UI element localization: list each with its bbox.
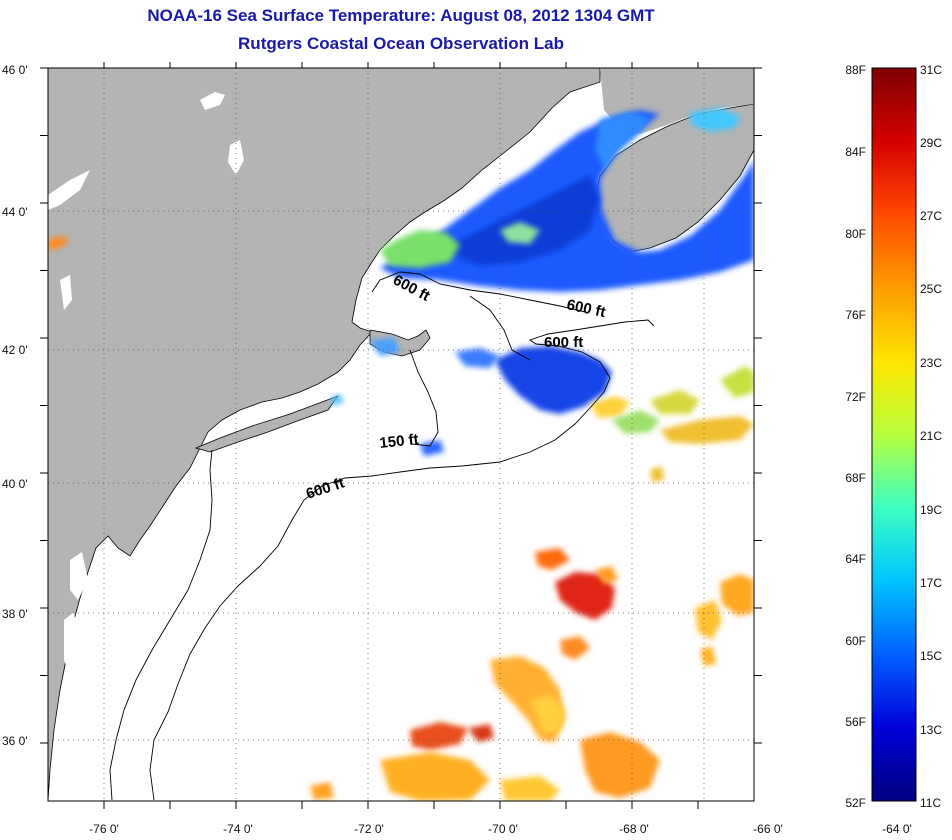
contour-label-150ft: 150 ft [379, 431, 420, 452]
axis-ticks [40, 62, 762, 809]
bathymetry-contours [109, 271, 655, 801]
lon-label: -68 0' [619, 822, 649, 836]
colorbar-f-label: 84F [845, 145, 866, 159]
map-subtitle: Rutgers Coastal Ocean Observation Lab [238, 34, 564, 53]
colorbar-f-label: 80F [845, 227, 866, 241]
longitude-axis-labels: -76 0' -74 0' -72 0' -70 0' -68 0' -66 0… [89, 822, 912, 836]
lon-label: -76 0' [89, 822, 119, 836]
colorbar-c-label: 13C [920, 723, 942, 737]
colorbar-c-label: 27C [920, 209, 942, 223]
colorbar-f-label: 72F [845, 390, 866, 404]
colorbar-c-label: 23C [920, 356, 942, 370]
colorbar-c-label: 31C [920, 63, 942, 77]
sst-data-layer [48, 108, 754, 801]
lat-lon-grid [48, 67, 754, 801]
lat-label: 44 0' [2, 205, 28, 219]
colorbar-fahrenheit-labels: 88F 84F 80F 76F 72F 68F 64F 60F 56F 52F [845, 63, 866, 810]
colorbar-f-label: 68F [845, 471, 866, 485]
colorbar-c-label: 11C [920, 796, 941, 810]
colorbar-c-label: 29C [920, 136, 942, 150]
colorbar-c-label: 15C [920, 649, 942, 663]
colorbar-f-label: 76F [845, 308, 866, 322]
colorbar-f-label: 60F [845, 634, 866, 648]
colorbar-f-label: 64F [845, 552, 866, 566]
contour-label-600ft: 600 ft [544, 334, 583, 351]
lat-label: 42 0' [2, 343, 28, 357]
lon-label: -64 0' [882, 822, 912, 836]
lat-label: 36 0' [2, 734, 28, 748]
temperature-colorbar [871, 67, 917, 802]
colorbar-c-label: 21C [920, 429, 942, 443]
lon-label: -66 0' [753, 822, 783, 836]
lon-label: -72 0' [354, 822, 384, 836]
lon-label: -74 0' [223, 822, 253, 836]
colorbar-f-label: 56F [845, 715, 866, 729]
lat-label: 40 0' [2, 477, 28, 491]
lat-label: 38 0' [2, 607, 28, 621]
map-frame [47, 67, 755, 802]
lon-label: -70 0' [488, 822, 518, 836]
colorbar-celsius-labels: 31C 29C 27C 25C 23C 21C 19C 17C 15C 13C … [920, 63, 942, 810]
latitude-axis-labels: 46 0' 44 0' 42 0' 40 0' 38 0' 36 0' [2, 63, 28, 748]
colorbar-c-label: 19C [920, 503, 942, 517]
colorbar-f-label: 52F [845, 796, 866, 810]
colorbar-c-label: 17C [920, 576, 942, 590]
land-mainland [48, 68, 601, 801]
map-title: NOAA-16 Sea Surface Temperature: August … [147, 6, 655, 25]
colorbar-c-label: 25C [920, 282, 942, 296]
colorbar-f-label: 88F [845, 63, 866, 77]
lat-label: 46 0' [2, 63, 28, 77]
